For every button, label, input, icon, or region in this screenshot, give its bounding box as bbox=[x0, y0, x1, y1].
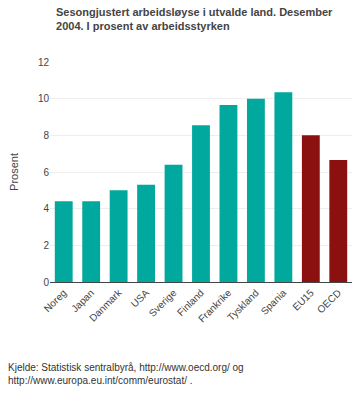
svg-text:Finland: Finland bbox=[175, 287, 206, 318]
svg-text:12: 12 bbox=[38, 57, 50, 68]
svg-text:8: 8 bbox=[43, 130, 49, 141]
svg-text:10: 10 bbox=[38, 93, 50, 104]
svg-text:Danmark: Danmark bbox=[87, 286, 124, 323]
svg-text:Japan: Japan bbox=[69, 287, 96, 314]
svg-text:Sesongjustert arbeidsløyse i u: Sesongjustert arbeidsløyse i utvalde lan… bbox=[56, 6, 333, 32]
svg-text:Noreg: Noreg bbox=[42, 287, 69, 314]
svg-text:OECD: OECD bbox=[315, 287, 343, 315]
svg-text:USA: USA bbox=[129, 287, 152, 310]
svg-text:Frankrike: Frankrike bbox=[196, 287, 234, 325]
svg-text:4: 4 bbox=[43, 203, 49, 214]
svg-text:0: 0 bbox=[43, 277, 49, 288]
svg-text:Tyskland: Tyskland bbox=[225, 287, 261, 323]
svg-text:2: 2 bbox=[43, 240, 49, 251]
svg-text:Kjelde: Statistisk sentralbyrå: Kjelde: Statistisk sentralbyrå, http://w… bbox=[8, 362, 244, 386]
svg-text:6: 6 bbox=[43, 167, 49, 178]
svg-text:Prosent: Prosent bbox=[8, 153, 20, 191]
svg-text:EU15: EU15 bbox=[290, 287, 316, 313]
svg-text:Spania: Spania bbox=[259, 287, 289, 317]
svg-text:Sverige: Sverige bbox=[147, 287, 179, 319]
